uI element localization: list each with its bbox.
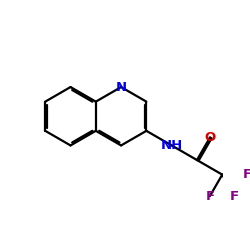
Text: F: F bbox=[242, 168, 250, 181]
Text: NH: NH bbox=[160, 139, 183, 152]
Text: F: F bbox=[205, 190, 214, 203]
Text: N: N bbox=[116, 80, 127, 94]
Text: F: F bbox=[230, 190, 239, 203]
Text: O: O bbox=[204, 131, 216, 144]
